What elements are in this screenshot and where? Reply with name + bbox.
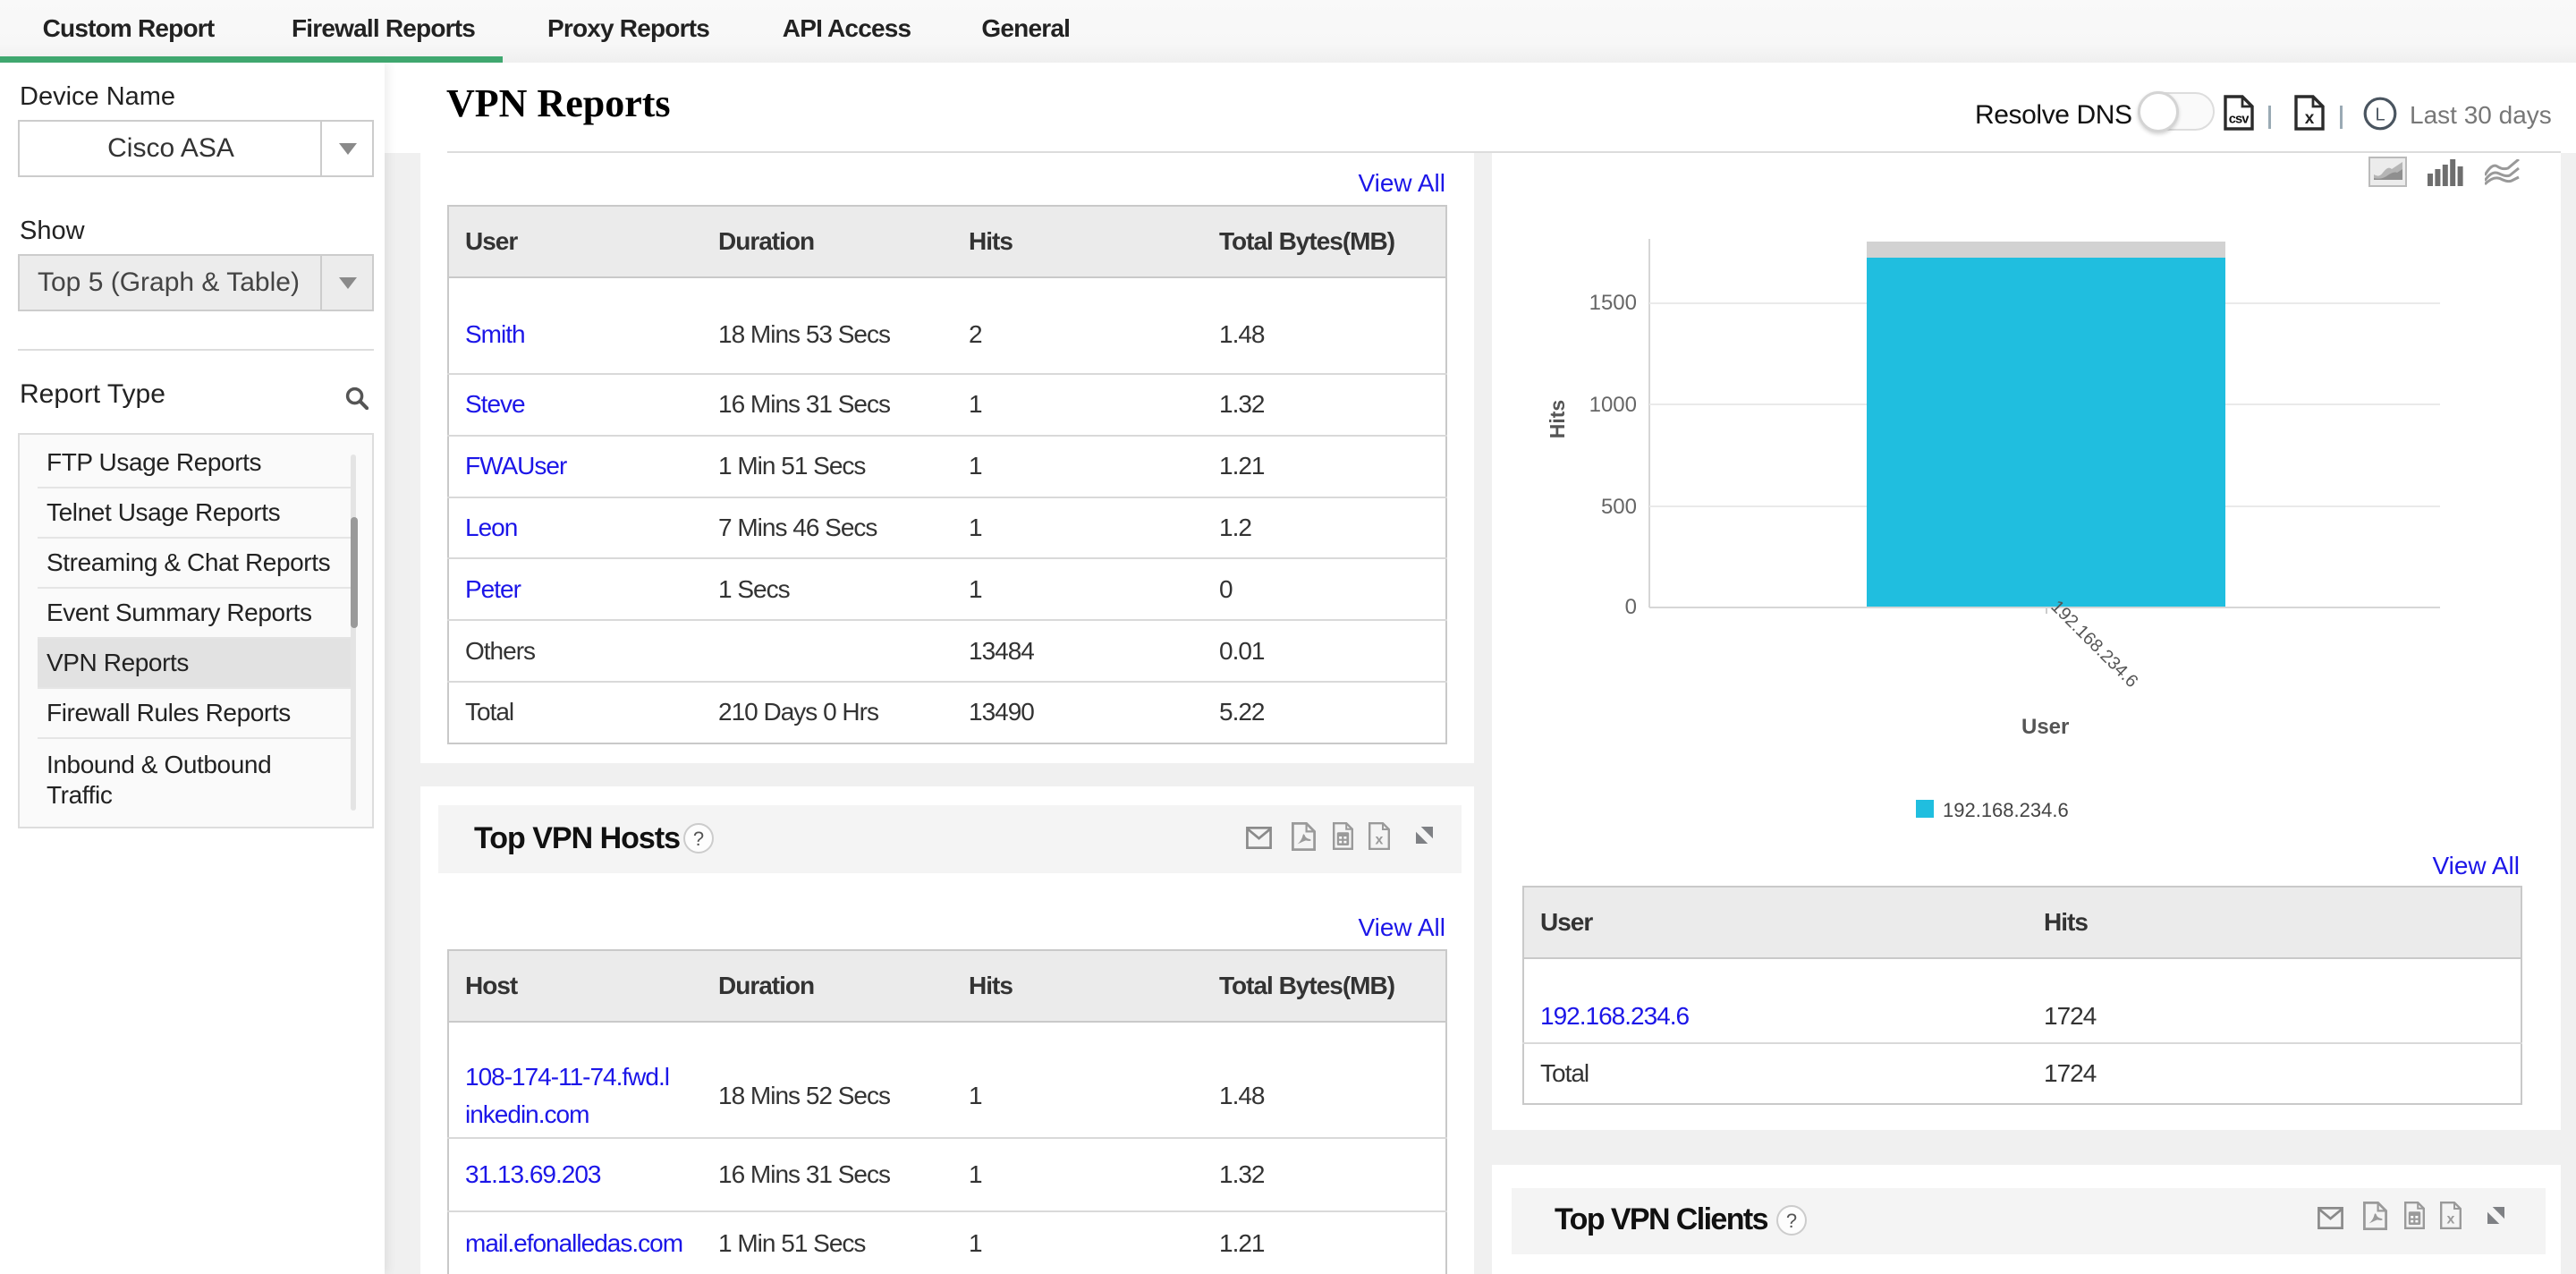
svg-text:x: x: [2447, 1211, 2455, 1227]
svg-text:L: L: [2375, 105, 2385, 124]
svg-text:csv: csv: [2229, 113, 2250, 127]
svg-text:x: x: [2305, 109, 2315, 128]
svg-text:x: x: [1376, 832, 1384, 847]
